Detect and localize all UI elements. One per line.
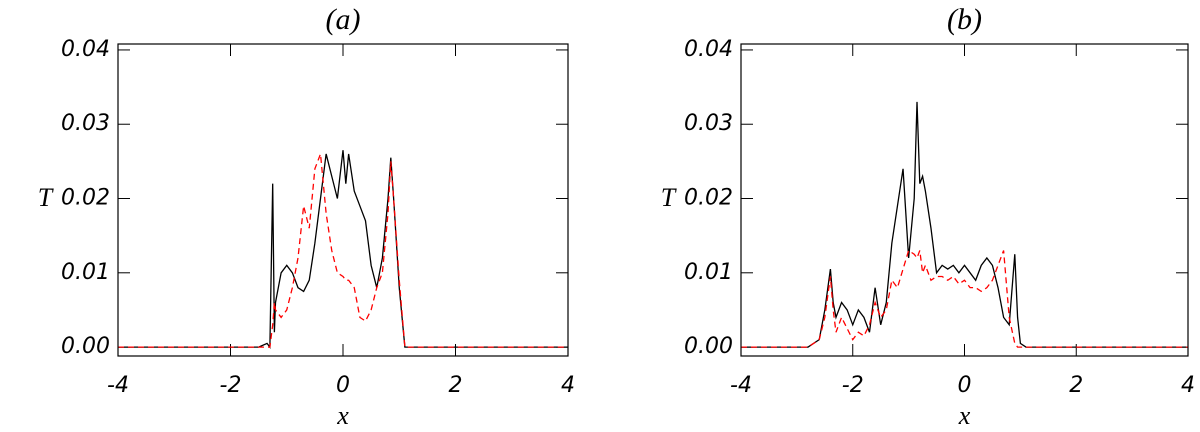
x-tick-label: 2 [449,373,463,398]
y-axis-label: T [661,183,677,212]
plot-frame [117,43,569,357]
x-tick-label: -2 [220,373,242,398]
x-tick-label: -2 [842,373,864,398]
x-tick-label: -4 [730,373,752,398]
x-tick-label: 2 [1069,373,1083,398]
y-tick-label: 0.03 [61,111,110,136]
x-tick-label: -4 [107,373,129,398]
y-axis-label: T [38,183,54,212]
chart-title: (b) [947,3,982,36]
y-tick-label: 0.01 [61,260,110,285]
x-axis-label: x [958,401,971,430]
x-tick-label: 4 [561,373,575,398]
x-axis-label: x [336,401,349,430]
data-line [741,101,1188,348]
y-tick-label: 0.03 [684,111,733,136]
x-tick-label: 4 [1181,373,1195,398]
y-tick-label: 0.02 [684,186,733,211]
y-tick-label: 0.00 [684,334,733,359]
y-tick-label: 0.02 [61,186,110,211]
data-line [118,153,568,348]
data-line [118,150,568,349]
chart-title: (a) [326,3,361,36]
x-tick-label: 0 [336,373,350,398]
y-tick-label: 0.04 [61,37,110,62]
plot-frame [740,43,1189,357]
y-tick-label: 0.01 [684,260,733,285]
y-tick-label: 0.04 [684,37,733,62]
y-tick-label: 0.00 [61,334,110,359]
data-line [741,249,1188,348]
x-tick-label: 0 [958,373,972,398]
